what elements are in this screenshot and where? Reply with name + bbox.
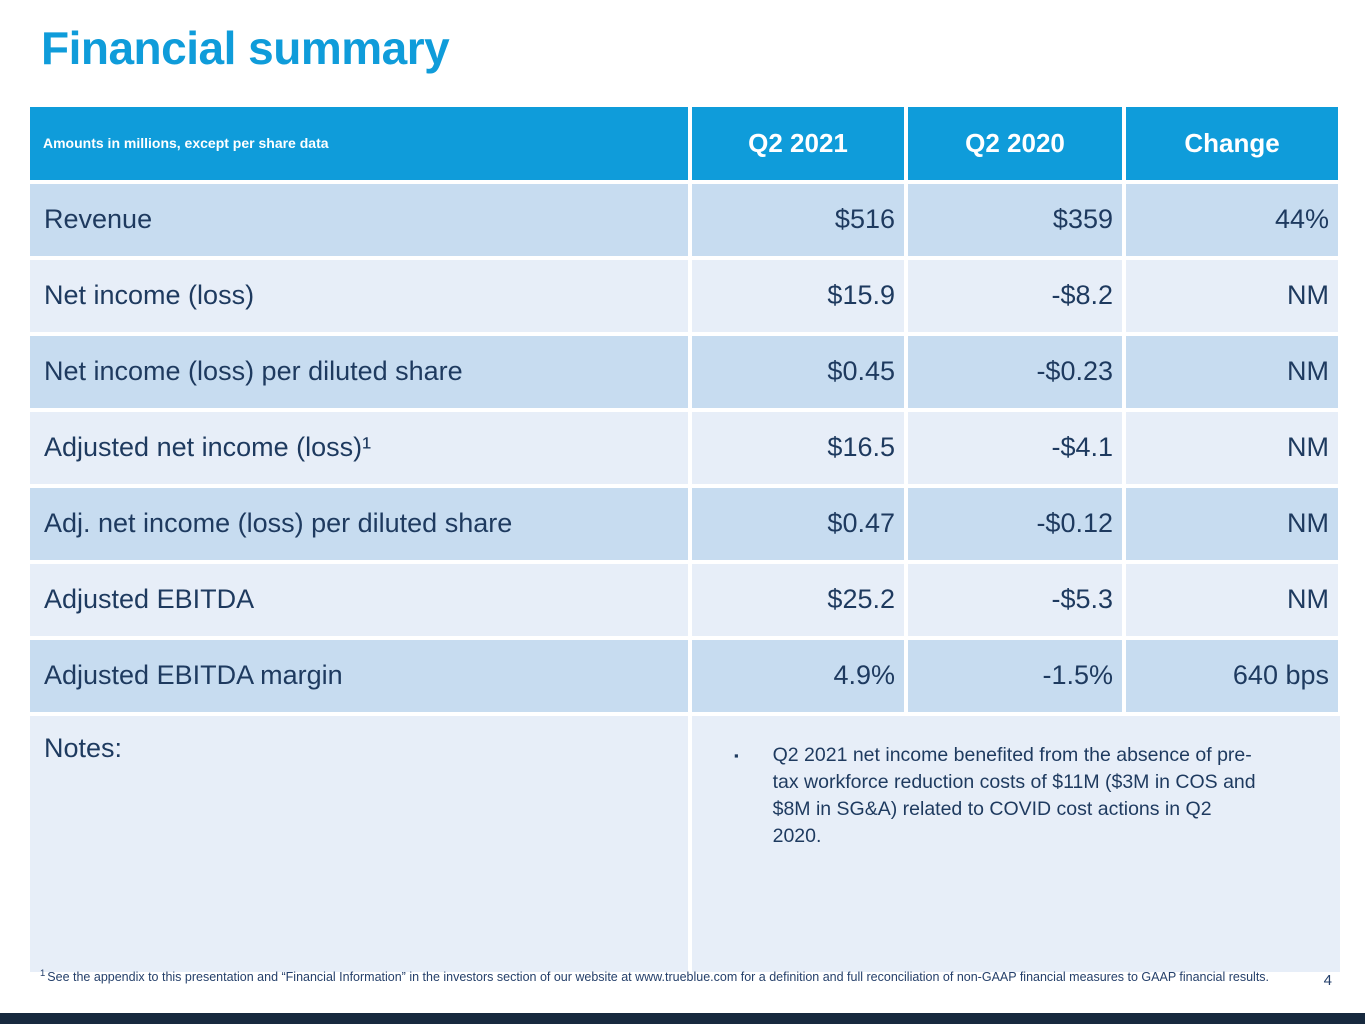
- table-row-adjusted-ebitda-margin: Adjusted EBITDA margin 4.9% -1.5% 640 bp…: [30, 640, 1340, 712]
- notes-row: Notes: ▪ Q2 2021 net income benefited fr…: [30, 716, 1340, 972]
- table-header-row: Amounts in millions, except per share da…: [30, 107, 1340, 180]
- page-title: Financial summary: [41, 22, 450, 74]
- notes-cell: ▪ Q2 2021 net income benefited from the …: [692, 716, 1340, 972]
- row-label: Net income (loss) per diluted share: [30, 336, 688, 408]
- table-header-caption: Amounts in millions, except per share da…: [30, 107, 688, 180]
- value-change: NM: [1126, 488, 1338, 560]
- footnote: 1 See the appendix to this presentation a…: [40, 968, 1285, 985]
- table-row-net-income-per-diluted-share: Net income (loss) per diluted share $0.4…: [30, 336, 1340, 408]
- value-q2-2021: 4.9%: [692, 640, 904, 712]
- value-q2-2020: $359: [908, 184, 1122, 256]
- column-header-q2-2021: Q2 2021: [692, 107, 904, 180]
- value-change: 44%: [1126, 184, 1338, 256]
- value-q2-2021: $16.5: [692, 412, 904, 484]
- notes-label: Notes:: [30, 716, 688, 972]
- table-row-adjusted-ebitda: Adjusted EBITDA $25.2 -$5.3 NM: [30, 564, 1340, 636]
- value-change: NM: [1126, 564, 1338, 636]
- value-q2-2021: $516: [692, 184, 904, 256]
- row-label: Adj. net income (loss) per diluted share: [30, 488, 688, 560]
- row-label: Net income (loss): [30, 260, 688, 332]
- row-label: Adjusted EBITDA margin: [30, 640, 688, 712]
- value-q2-2020: -$4.1: [908, 412, 1122, 484]
- value-q2-2020: -$5.3: [908, 564, 1122, 636]
- value-q2-2021: $0.45: [692, 336, 904, 408]
- table-row-net-income: Net income (loss) $15.9 -$8.2 NM: [30, 260, 1340, 332]
- footer-bar: [0, 1013, 1365, 1024]
- footnote-text: See the appendix to this presentation an…: [47, 970, 1270, 985]
- row-label: Adjusted net income (loss)¹: [30, 412, 688, 484]
- value-change: NM: [1126, 412, 1338, 484]
- page-number: 4: [1323, 972, 1332, 989]
- notes-text: Q2 2021 net income benefited from the ab…: [772, 744, 1256, 847]
- value-change: NM: [1126, 260, 1338, 332]
- value-q2-2021: $15.9: [692, 260, 904, 332]
- row-label: Adjusted EBITDA: [30, 564, 688, 636]
- value-q2-2020: -$8.2: [908, 260, 1122, 332]
- table-row-revenue: Revenue $516 $359 44%: [30, 184, 1340, 256]
- value-change: NM: [1126, 336, 1338, 408]
- value-q2-2020: -1.5%: [908, 640, 1122, 712]
- value-q2-2021: $25.2: [692, 564, 904, 636]
- column-header-change: Change: [1126, 107, 1338, 180]
- value-q2-2020: -$0.23: [908, 336, 1122, 408]
- financial-table: Amounts in millions, except per share da…: [30, 107, 1340, 976]
- table-row-adj-net-income-per-diluted-share: Adj. net income (loss) per diluted share…: [30, 488, 1340, 560]
- value-change: 640 bps: [1126, 640, 1338, 712]
- footnote-superscript: 1: [40, 968, 46, 979]
- row-label: Revenue: [30, 184, 688, 256]
- value-q2-2021: $0.47: [692, 488, 904, 560]
- column-header-q2-2020: Q2 2020: [908, 107, 1122, 180]
- table-row-adjusted-net-income: Adjusted net income (loss)¹ $16.5 -$4.1 …: [30, 412, 1340, 484]
- bullet-icon: ▪: [734, 748, 739, 763]
- value-q2-2020: -$0.12: [908, 488, 1122, 560]
